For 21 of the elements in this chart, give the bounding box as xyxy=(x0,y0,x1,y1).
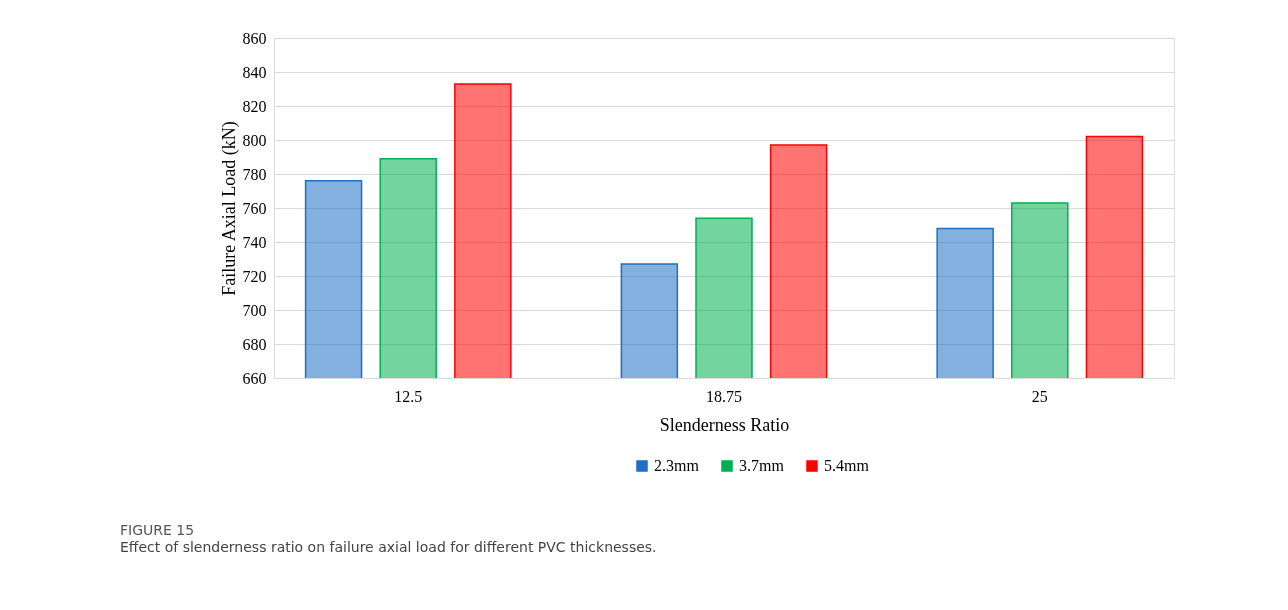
y-tick-label: 720 xyxy=(242,267,267,285)
y-tick-label: 860 xyxy=(242,29,267,47)
legend-label: 2.3mm xyxy=(654,457,700,474)
x-tick-label: 25 xyxy=(1031,387,1048,405)
y-tick-label: 780 xyxy=(242,165,267,183)
y-tick-label: 820 xyxy=(242,97,267,115)
y-tick-label: 680 xyxy=(242,335,267,353)
legend-label: 3.7mm xyxy=(739,457,785,474)
y-tick-label: 760 xyxy=(242,199,267,217)
text: FIGURE 15 xyxy=(120,522,195,538)
y-axis-title: Failure Axial Load (kN) xyxy=(218,121,240,296)
y-tick-label: 840 xyxy=(242,63,267,81)
x-tick-label: 18.75 xyxy=(706,387,742,405)
y-tick-label: 800 xyxy=(242,131,267,149)
legend-label: 5.4mm xyxy=(824,457,870,474)
y-tick-label: 740 xyxy=(242,233,267,251)
y-tick-label: 700 xyxy=(242,301,267,319)
x-axis-title: Slenderness Ratio xyxy=(659,414,790,435)
x-tick-label: 12.5 xyxy=(394,387,423,405)
y-tick-label: 660 xyxy=(242,369,267,387)
text: Effect of slenderness ratio on failure axial load for different PVC thicknesses. xyxy=(120,539,657,555)
